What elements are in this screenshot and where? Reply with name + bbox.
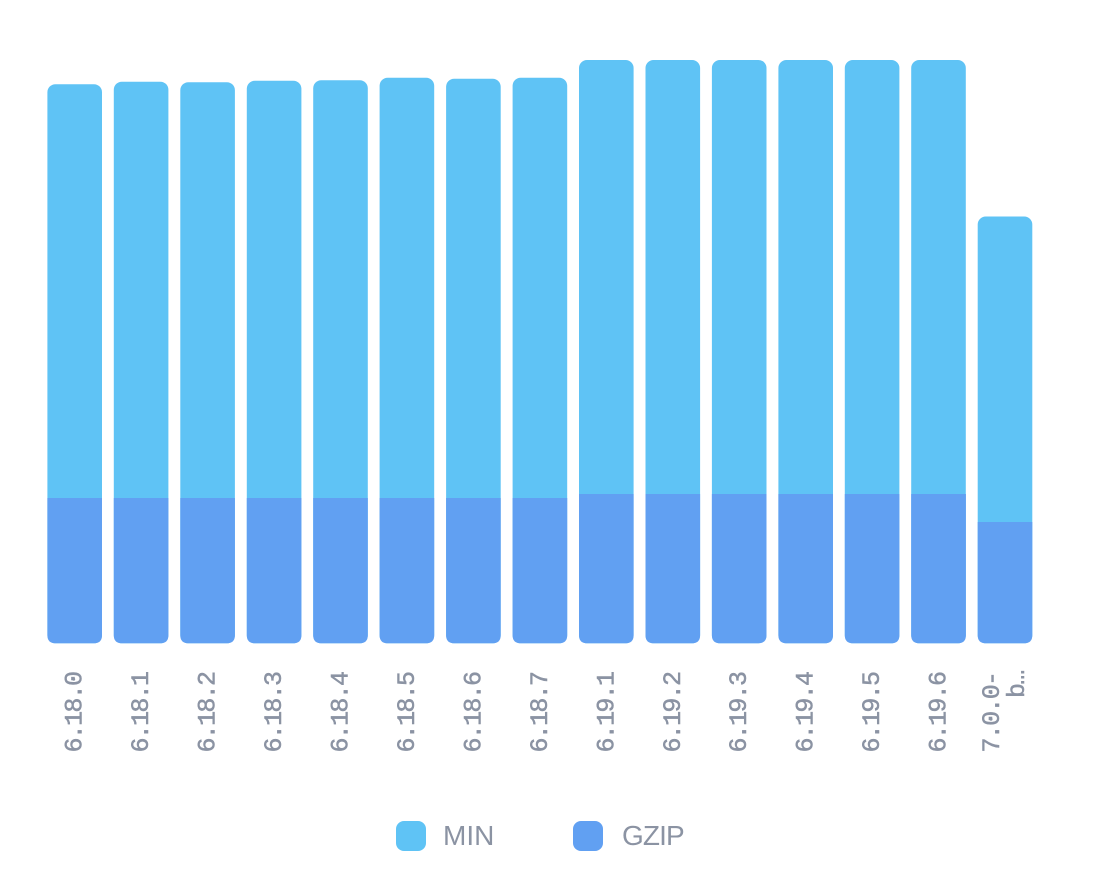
svg-text:6.19.5: 6.19.5 [858,672,887,753]
svg-text:6.18.4: 6.18.4 [327,672,356,753]
svg-text:6.19.3: 6.19.3 [725,672,754,753]
svg-text:6.18.5: 6.18.5 [393,672,422,753]
svg-text:6.19.6: 6.19.6 [925,672,954,753]
svg-text:6.18.0: 6.18.0 [61,672,90,753]
svg-text:6.18.6: 6.18.6 [459,672,488,753]
svg-text:6.18.7: 6.18.7 [526,672,555,753]
svg-text:6.19.2: 6.19.2 [659,672,688,753]
svg-text:6.19.4: 6.19.4 [792,672,821,753]
svg-text:7.0.0-: 7.0.0- [978,673,1007,753]
svg-text:6.18.1: 6.18.1 [127,672,156,753]
svg-text:6.18.2: 6.18.2 [194,672,223,753]
svg-text:6.18.3: 6.18.3 [260,672,289,753]
svg-text:6.19.1: 6.19.1 [592,672,621,753]
svg-text:b…: b… [1003,671,1032,698]
